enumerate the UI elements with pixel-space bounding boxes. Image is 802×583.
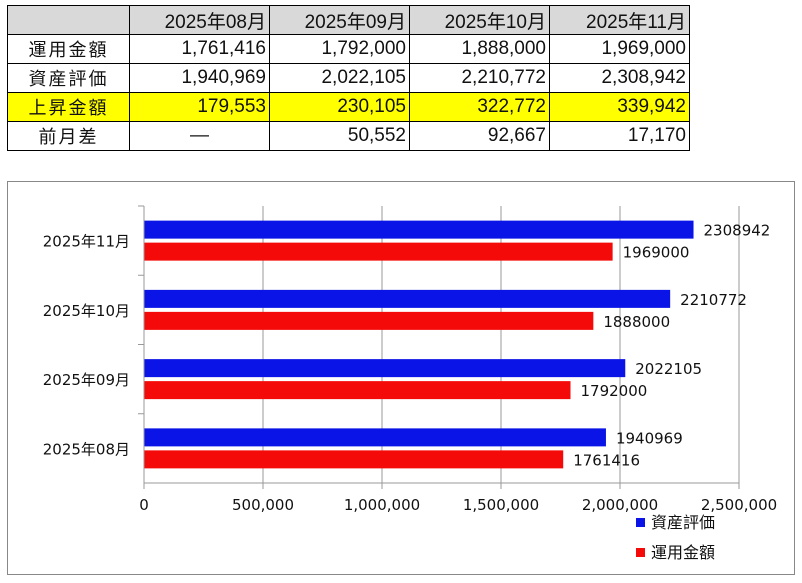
legend-label: 運用金額 (651, 543, 715, 562)
header-cell (8, 6, 130, 35)
row-label: 上昇金額 (8, 93, 130, 122)
header-cell: 2025年10月 (410, 6, 550, 35)
y-tick-label: 2025年10月 (43, 302, 130, 320)
bar-invested-amount (144, 450, 563, 468)
data-label: 1888000 (603, 313, 670, 331)
x-tick-label: 500,000 (232, 496, 294, 514)
table-cell: 1,761,416 (130, 35, 270, 64)
x-tick-label: 1,500,000 (463, 496, 539, 514)
legend-swatch (636, 548, 645, 557)
bar-asset-value (144, 359, 625, 377)
legend-label: 資産評価 (651, 513, 715, 532)
data-label: 2210772 (680, 291, 747, 309)
bar-chart: 0 500,000 1,000,000 1,500,000 2,000,000 2,500… (7, 181, 795, 575)
table-row-highlighted: 上昇金額 179,553 230,105 322,772 339,942 (8, 93, 690, 122)
table-cell: 339,942 (550, 93, 690, 122)
y-tick-label: 2025年11月 (43, 233, 130, 251)
x-tick-label: 2,000,000 (582, 496, 658, 514)
y-tick-label: 2025年09月 (43, 371, 130, 389)
table-row: 前月差 — 50,552 92,667 17,170 (8, 122, 690, 151)
y-tick-label: 2025年08月 (43, 440, 130, 458)
x-tick-label: 2,500,000 (701, 496, 777, 514)
data-label: 2022105 (635, 360, 702, 378)
table-cell: 17,170 (550, 122, 690, 151)
row-label: 前月差 (8, 122, 130, 151)
chart-svg: 0 500,000 1,000,000 1,500,000 2,000,000 2,500… (8, 182, 796, 576)
x-tick-label: 1,000,000 (344, 496, 420, 514)
header-cell: 2025年09月 (270, 6, 410, 35)
header-cell: 2025年08月 (130, 6, 270, 35)
bar-invested-amount (144, 243, 613, 261)
table-cell: 322,772 (410, 93, 550, 122)
table-header-row: 2025年08月 2025年09月 2025年10月 2025年11月 (8, 6, 690, 35)
table-cell: 2,022,105 (270, 64, 410, 93)
table-cell: 92,667 (410, 122, 550, 151)
table-cell: 1,969,000 (550, 35, 690, 64)
table-cell: 1,888,000 (410, 35, 550, 64)
table-cell: 50,552 (270, 122, 410, 151)
table-cell: 2,210,772 (410, 64, 550, 93)
data-label: 1969000 (623, 244, 690, 262)
table-cell: — (130, 122, 270, 151)
data-label: 2308942 (704, 222, 771, 240)
table-row: 資産評価 1,940,969 2,022,105 2,210,772 2,308… (8, 64, 690, 93)
table-cell: 230,105 (270, 93, 410, 122)
summary-table: 2025年08月 2025年09月 2025年10月 2025年11月 運用金額… (7, 5, 690, 151)
table-cell: 1,792,000 (270, 35, 410, 64)
table-row: 運用金額 1,761,416 1,792,000 1,888,000 1,969… (8, 35, 690, 64)
bar-asset-value (144, 428, 606, 446)
bar-invested-amount (144, 381, 570, 399)
x-tick-label: 0 (139, 496, 149, 514)
legend-swatch (636, 518, 645, 527)
table-cell: 1,940,969 (130, 64, 270, 93)
data-label: 1792000 (580, 382, 647, 400)
row-label: 資産評価 (8, 64, 130, 93)
data-label: 1940969 (616, 429, 683, 447)
bar-invested-amount (144, 312, 593, 330)
data-label: 1761416 (573, 451, 640, 469)
bar-asset-value (144, 290, 670, 308)
table-cell: 2,308,942 (550, 64, 690, 93)
table-cell: 179,553 (130, 93, 270, 122)
row-label: 運用金額 (8, 35, 130, 64)
header-cell: 2025年11月 (550, 6, 690, 35)
bar-asset-value (144, 221, 694, 239)
